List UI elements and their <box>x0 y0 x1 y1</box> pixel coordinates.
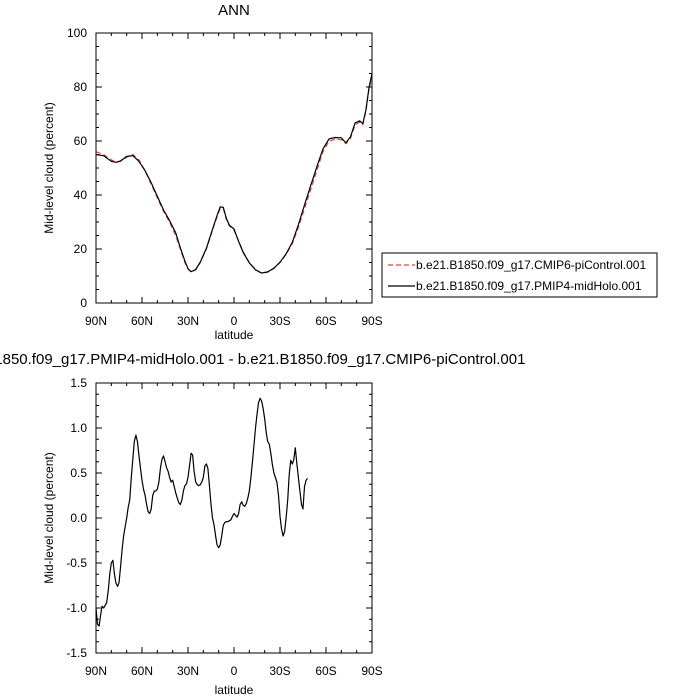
y-axis-label: Mid-level cloud (percent) <box>42 452 56 583</box>
legend-label-pictrl: b.e21.B1850.f09_g17.CMIP6-piControl.001 <box>416 258 646 272</box>
chart-bottom: b.e21.B1850.f09_g17.PMIP4-midHolo.001 - … <box>0 351 525 697</box>
legend: b.e21.B1850.f09_g17.CMIP6-piControl.001 … <box>381 252 658 298</box>
x-tick-label: 30N <box>177 314 199 328</box>
axes-group: 90N 60N 30N 0 30S 60S 90S 0 20 40 60 80 100 <box>67 26 383 328</box>
axes-group: 90N 60N 30N 0 30S 60S 90S -1.5 -1.0 -0.5 0.0 0.5 1.0… <box>66 376 382 678</box>
y-tick-label: -1.5 <box>66 646 87 660</box>
x-axis-label: latitude <box>215 683 254 697</box>
legend-label-midholo: b.e21.B1850.f09_g17.PMIP4-midHolo.001 <box>416 279 642 293</box>
x-tick-label: 90N <box>85 664 107 678</box>
x-tick-label: 60N <box>131 314 153 328</box>
series-group <box>95 73 373 274</box>
y-tick-label: 0 <box>80 296 87 310</box>
y-tick-label: 1.5 <box>70 376 87 390</box>
plot-frame <box>95 382 373 654</box>
chart-title: ANN <box>218 2 250 19</box>
series-line-0 <box>95 397 309 627</box>
x-tick-label: 90S <box>361 314 382 328</box>
y-tick-label: 100 <box>67 26 87 40</box>
y-tick-label: -0.5 <box>66 556 87 570</box>
x-tick-label: 0 <box>231 314 238 328</box>
series-line-0 <box>95 76 373 274</box>
diff-chart-title: b.e21.B1850.f09_g17.PMIP4-midHolo.001 - … <box>0 351 525 368</box>
y-tick-label: 60 <box>74 134 88 148</box>
series-line-1 <box>95 73 373 274</box>
x-tick-label: 60N <box>131 664 153 678</box>
x-tick-label: 0 <box>231 664 238 678</box>
x-axis-label: latitude <box>215 328 254 342</box>
y-tick-label: 20 <box>74 242 88 256</box>
legend-box <box>381 252 658 298</box>
y-tick-label: 80 <box>74 80 88 94</box>
x-tick-label: 30S <box>269 664 290 678</box>
x-tick-label: 60S <box>315 664 336 678</box>
y-tick-label: 0.5 <box>70 466 87 480</box>
y-tick-label: 0.0 <box>70 511 87 525</box>
x-tick-label: 90S <box>361 664 382 678</box>
y-axis-label: Mid-level cloud (percent) <box>42 102 56 233</box>
x-tick-label: 30S <box>269 314 290 328</box>
series-group <box>95 397 309 627</box>
x-tick-label: 30N <box>177 664 199 678</box>
x-tick-label: 60S <box>315 314 336 328</box>
y-tick-label: 40 <box>74 188 88 202</box>
plot-frame <box>95 32 373 304</box>
y-tick-label: 1.0 <box>70 421 87 435</box>
chart-top: ANN 90N 60N 30N 0 30S 60S 90S 0 20 40 60 80 100 lati… <box>42 2 383 342</box>
y-tick-label: -1.0 <box>66 601 87 615</box>
x-tick-label: 90N <box>85 314 107 328</box>
